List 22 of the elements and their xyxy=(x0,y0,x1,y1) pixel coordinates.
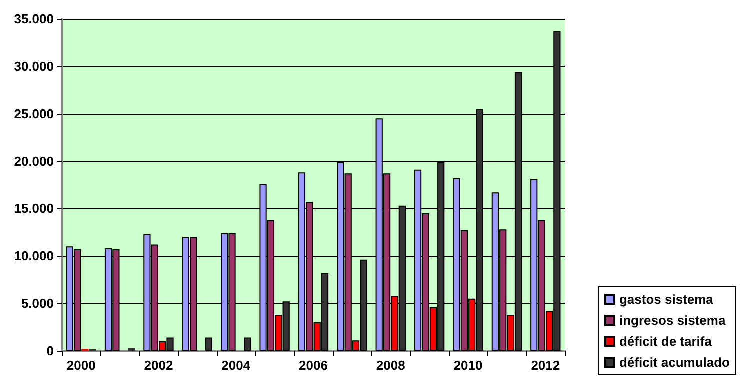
legend-label: ingresos sistema xyxy=(619,313,726,328)
x-tick-label: 2002 xyxy=(144,358,174,373)
bar xyxy=(128,348,136,351)
x-tick-label: 2006 xyxy=(299,358,328,373)
y-tick-label: 35.000 xyxy=(14,12,54,26)
y-tick-label: 20.000 xyxy=(14,154,54,169)
legend-label: déficit de tarifa xyxy=(619,334,713,349)
y-tick-label: 10.000 xyxy=(14,248,54,264)
bar xyxy=(244,338,252,351)
y-tick-label: 0 xyxy=(46,344,54,358)
legend-label: gastos sistema xyxy=(619,292,714,307)
x-tick-label: 2000 xyxy=(66,358,96,373)
x-tick-label: 2010 xyxy=(454,358,483,373)
bar xyxy=(205,338,213,351)
x-tick-label: 2008 xyxy=(376,358,406,373)
y-tick-label: 15.000 xyxy=(14,201,54,216)
x-tick-label: 2012 xyxy=(531,358,560,373)
legend-label: déficit acumulado xyxy=(619,355,730,370)
y-tick-label: 5.000 xyxy=(21,296,54,312)
y-tick-label: 25.000 xyxy=(14,106,54,122)
y-tick-label: 30.000 xyxy=(14,58,54,74)
x-tick-label: 2004 xyxy=(222,358,252,373)
